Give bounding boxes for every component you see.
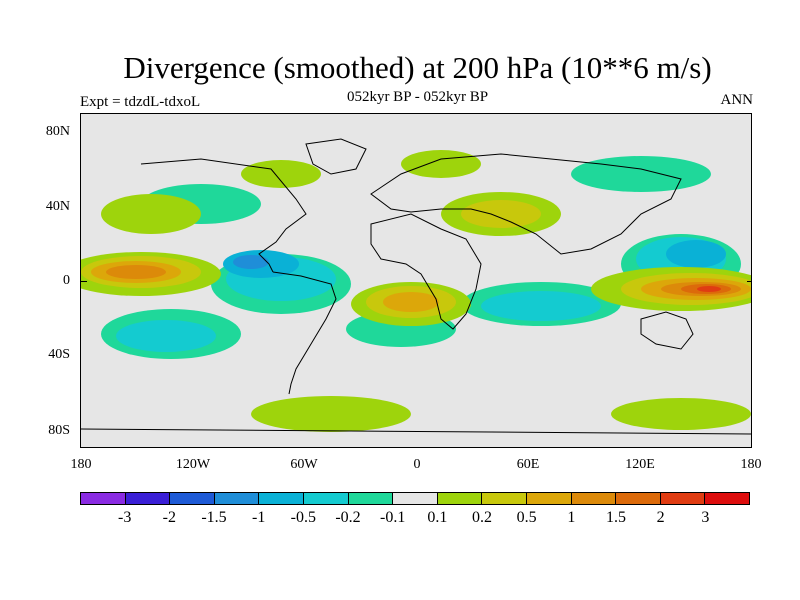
lon-tick-120E: 120E xyxy=(625,457,655,472)
coastlines xyxy=(81,138,751,435)
lat-tick-40N: 40N xyxy=(45,199,70,214)
colorbar-label: 3 xyxy=(701,509,710,526)
colorbar-label: -3 xyxy=(117,509,132,526)
lon-tick-120W: 120W xyxy=(175,457,211,472)
colorbar-box xyxy=(170,493,215,504)
lon-tick-0: 0 xyxy=(413,457,421,472)
lon-tick-180-right: 180 xyxy=(740,457,762,472)
colorbar-box xyxy=(303,493,349,504)
colorbar-box xyxy=(616,493,661,504)
colorbar-label: -0.5 xyxy=(290,509,316,526)
colorbar-label: -0.1 xyxy=(379,509,406,526)
colorbar-box xyxy=(705,493,749,504)
colorbar-label: 0.1 xyxy=(427,509,448,526)
colorbar-label: 0.2 xyxy=(472,509,492,526)
colorbar-label: 1 xyxy=(567,509,576,526)
colorbar-label: 0.5 xyxy=(516,509,537,526)
contour-fill-neg-1 xyxy=(233,255,269,269)
colorbar-box xyxy=(348,493,394,504)
colorbar-box xyxy=(526,493,572,504)
lat-tick-80N: 80N xyxy=(45,124,70,139)
map-panel xyxy=(80,113,752,448)
colorbar-box xyxy=(660,493,706,504)
colorbar-box xyxy=(214,493,260,504)
contour-fill-pos-2 xyxy=(697,286,721,292)
colorbar-box xyxy=(482,493,527,504)
colorbar-box xyxy=(571,493,617,504)
colorbar-label: -1 xyxy=(251,509,266,526)
experiment-label: Expt = tdzdL-tdxoL xyxy=(80,94,201,110)
colorbar-box xyxy=(393,493,438,504)
lat-tick-40S: 40S xyxy=(48,347,70,362)
colorbar-label: 2 xyxy=(656,509,665,526)
divergence-field xyxy=(81,138,751,435)
colorbar-label: -1.5 xyxy=(201,509,227,526)
period-subtitle: 052kyr BP - 052kyr BP xyxy=(346,89,489,105)
colorbar-label: -2 xyxy=(162,509,176,526)
lon-tick-60W: 60W xyxy=(290,457,318,472)
chart-title: Divergence (smoothed) at 200 hPa (10**6 … xyxy=(123,50,712,85)
lat-tick-80S: 80S xyxy=(48,423,70,438)
colorbar-label: -0.2 xyxy=(335,509,361,526)
lat-tick-0: 0 xyxy=(63,273,70,288)
season-label: ANN xyxy=(720,92,754,108)
colorbar-box xyxy=(259,493,304,504)
colorbar-box xyxy=(437,493,483,504)
colorbar-box xyxy=(125,493,171,504)
colorbar-box xyxy=(81,493,126,504)
lon-tick-180-left: 180 xyxy=(70,457,92,472)
lon-tick-60E: 60E xyxy=(516,457,540,472)
colorbar xyxy=(80,492,750,505)
colorbar-label: 1.5 xyxy=(606,509,626,526)
